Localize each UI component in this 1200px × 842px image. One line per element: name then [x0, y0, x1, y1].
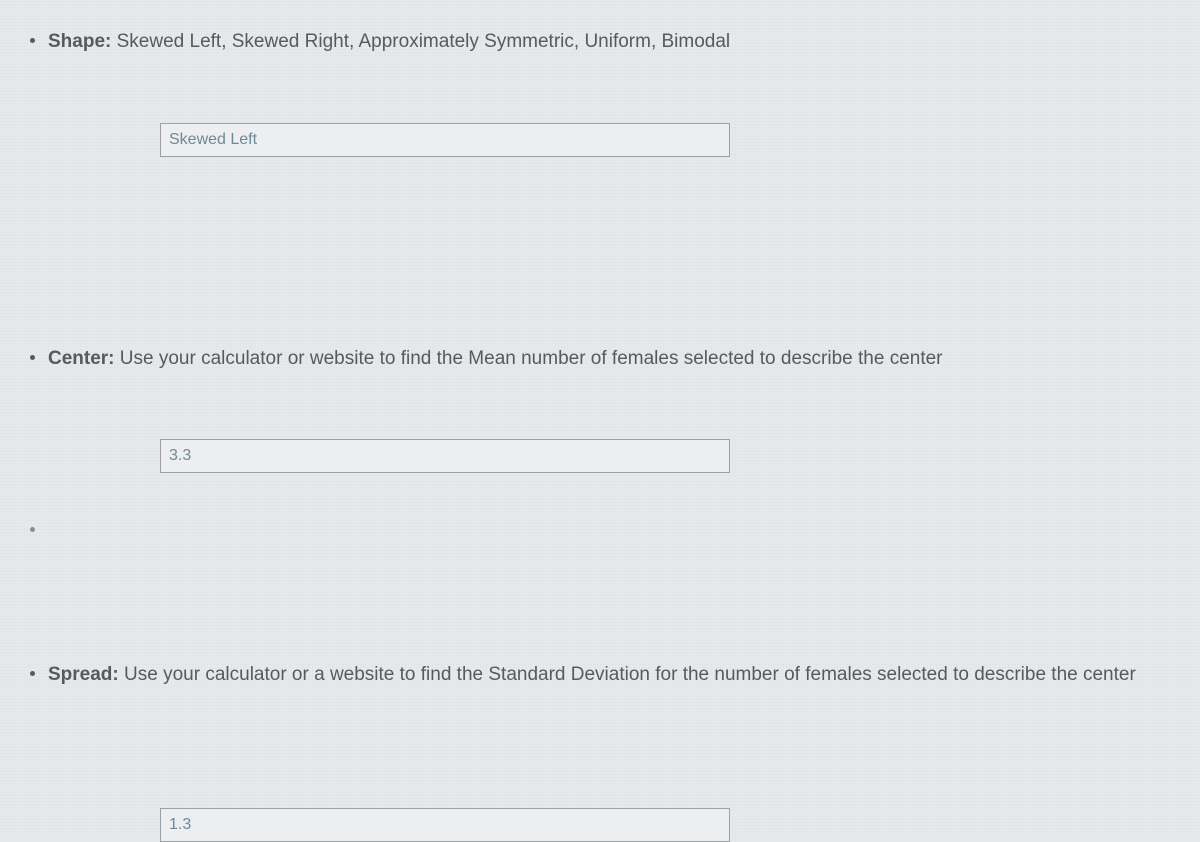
- bullet-icon: [30, 671, 35, 676]
- answer-input-spread[interactable]: [160, 808, 730, 842]
- prompt-center: Center: Use your calculator or website t…: [48, 347, 1170, 372]
- bullet-icon: [30, 355, 35, 360]
- answer-wrap-shape: [160, 123, 1170, 157]
- prompt-spread: Spread: Use your calculator or a website…: [48, 663, 1170, 688]
- label-center: Center:: [48, 348, 115, 369]
- answer-input-shape[interactable]: [160, 123, 730, 157]
- answer-wrap-center: [160, 439, 1170, 473]
- answer-input-center[interactable]: [160, 439, 730, 473]
- bullet-icon: [30, 38, 35, 43]
- text-center: Use your calculator or website to find t…: [115, 348, 943, 369]
- label-shape: Shape:: [48, 31, 111, 52]
- prompt-shape: Shape: Skewed Left, Skewed Right, Approx…: [48, 30, 1170, 55]
- question-spread: Spread: Use your calculator or a website…: [48, 663, 1170, 842]
- question-center: Center: Use your calculator or website t…: [48, 347, 1170, 474]
- bullet-icon: [30, 527, 35, 532]
- text-shape: Skewed Left, Skewed Right, Approximately…: [111, 31, 730, 52]
- question-shape: Shape: Skewed Left, Skewed Right, Approx…: [48, 30, 1170, 157]
- text-spread: Use your calculator or a website to find…: [119, 664, 1136, 685]
- label-spread: Spread:: [48, 664, 119, 685]
- answer-wrap-spread: [160, 808, 1170, 842]
